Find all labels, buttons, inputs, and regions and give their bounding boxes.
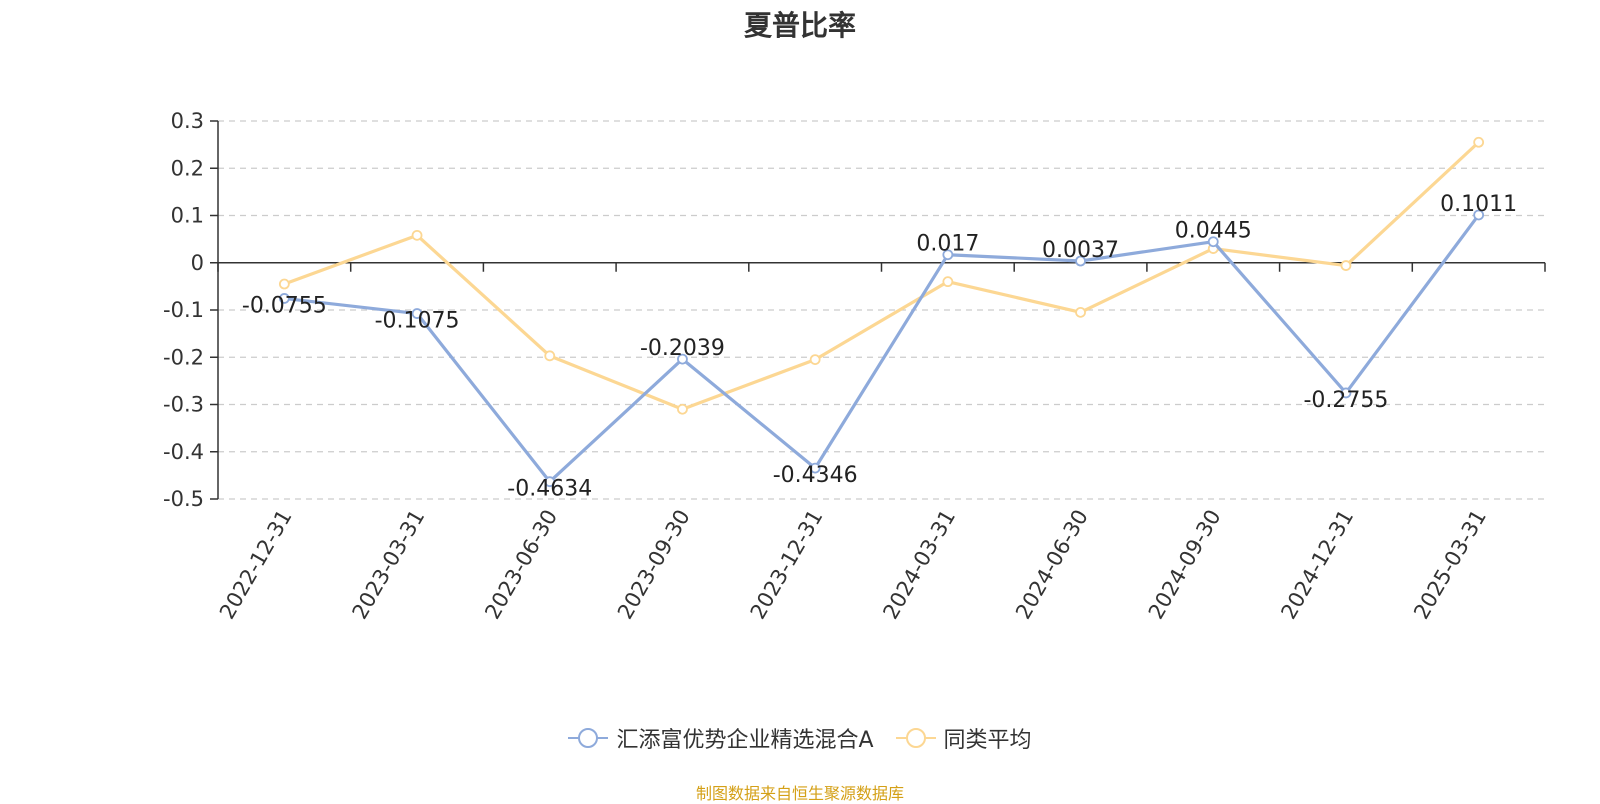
data-point[interactable] [544,350,556,362]
data-label: -0.4634 [507,477,592,502]
x-tick-label: 2022-12-31 [215,506,297,624]
data-label: -0.4346 [773,463,858,488]
x-tick-label: 2024-03-31 [878,506,960,624]
data-point[interactable] [411,308,423,319]
legend: 汇添富优势企业精选混合A 同类平均 [0,722,1600,754]
y-tick-label: -0.5 [163,487,204,511]
y-tick-label: 0.3 [171,109,204,133]
x-tick-label: 2023-06-30 [480,506,562,624]
y-tick-label: 0 [191,251,204,275]
x-tick-label: 2024-12-31 [1276,506,1358,624]
data-point[interactable] [677,403,688,415]
y-tick-label: 0.2 [171,156,204,180]
data-point[interactable] [1340,387,1352,399]
data-label: -0.1075 [375,309,460,334]
legend-label-fund: 汇添富优势企业精选混合A [616,728,874,753]
x-tick-label: 2024-09-30 [1144,506,1226,624]
y-tick-label: 0.1 [171,204,204,228]
x-tick-label: 2023-03-31 [348,506,430,624]
axes: 0.3 0.2 0.1 0 -0.1 -0.2 -0.3 -0.4 -0.5 2022-12-31… [163,109,1546,624]
y-tick-label: -0.3 [163,393,204,417]
data-point[interactable] [677,353,688,365]
series-line-0 [284,214,1480,484]
legend-label-peer-average: 同类平均 [943,728,1032,753]
data-label: 0.0445 [1175,219,1252,244]
data-point[interactable] [1075,255,1086,267]
x-tick-label: 2023-12-31 [746,506,828,624]
data-labels: -0.0755 -0.1075 -0.4634 -0.2039 -0.4346 0.017… [242,192,1517,502]
x-tick-label: 2025-03-31 [1409,506,1491,624]
legend-item-fund[interactable]: 汇添富优势企业精选混合A [568,722,874,754]
data-label: -0.2755 [1303,388,1388,413]
data-point[interactable] [1473,136,1485,148]
x-tick-label: 2023-09-30 [613,506,695,624]
x-tick-label: 2024-06-30 [1011,506,1093,624]
data-point[interactable] [942,276,954,288]
y-tick-label: -0.1 [163,298,204,322]
legend-marker-fund [568,728,609,748]
data-point[interactable] [942,249,954,261]
data-point[interactable] [544,476,556,488]
line-chart: 0.3 0.2 0.1 0 -0.1 -0.2 -0.3 -0.4 -0.5 2022-12-31… [163,109,1546,624]
grid-lines [218,120,1545,500]
data-label: 0.1011 [1440,192,1517,217]
legend-item-peer-average[interactable]: 同类平均 [895,722,1032,754]
series-lines [278,136,1485,488]
data-point[interactable] [278,278,290,290]
series-line-1 [283,141,1480,411]
data-point[interactable] [278,293,290,304]
data-point[interactable] [809,354,821,366]
data-point[interactable] [1075,306,1086,318]
data-point[interactable] [1207,236,1219,248]
data-label: 0.017 [916,232,979,257]
data-label: -0.2039 [640,336,725,361]
chart-title: 夏普比率 [743,9,856,42]
source-note: 制图数据来自恒生聚源数据库 [695,784,904,803]
data-point[interactable] [809,462,821,474]
data-point[interactable] [1473,209,1485,221]
y-tick-label: -0.4 [163,440,204,464]
data-point[interactable] [1340,260,1352,271]
data-point[interactable] [411,229,423,241]
data-label: -0.0755 [242,293,327,318]
legend-marker-peer-average [895,728,936,748]
y-tick-label: -0.2 [163,345,204,369]
data-label: 0.0037 [1042,238,1119,263]
